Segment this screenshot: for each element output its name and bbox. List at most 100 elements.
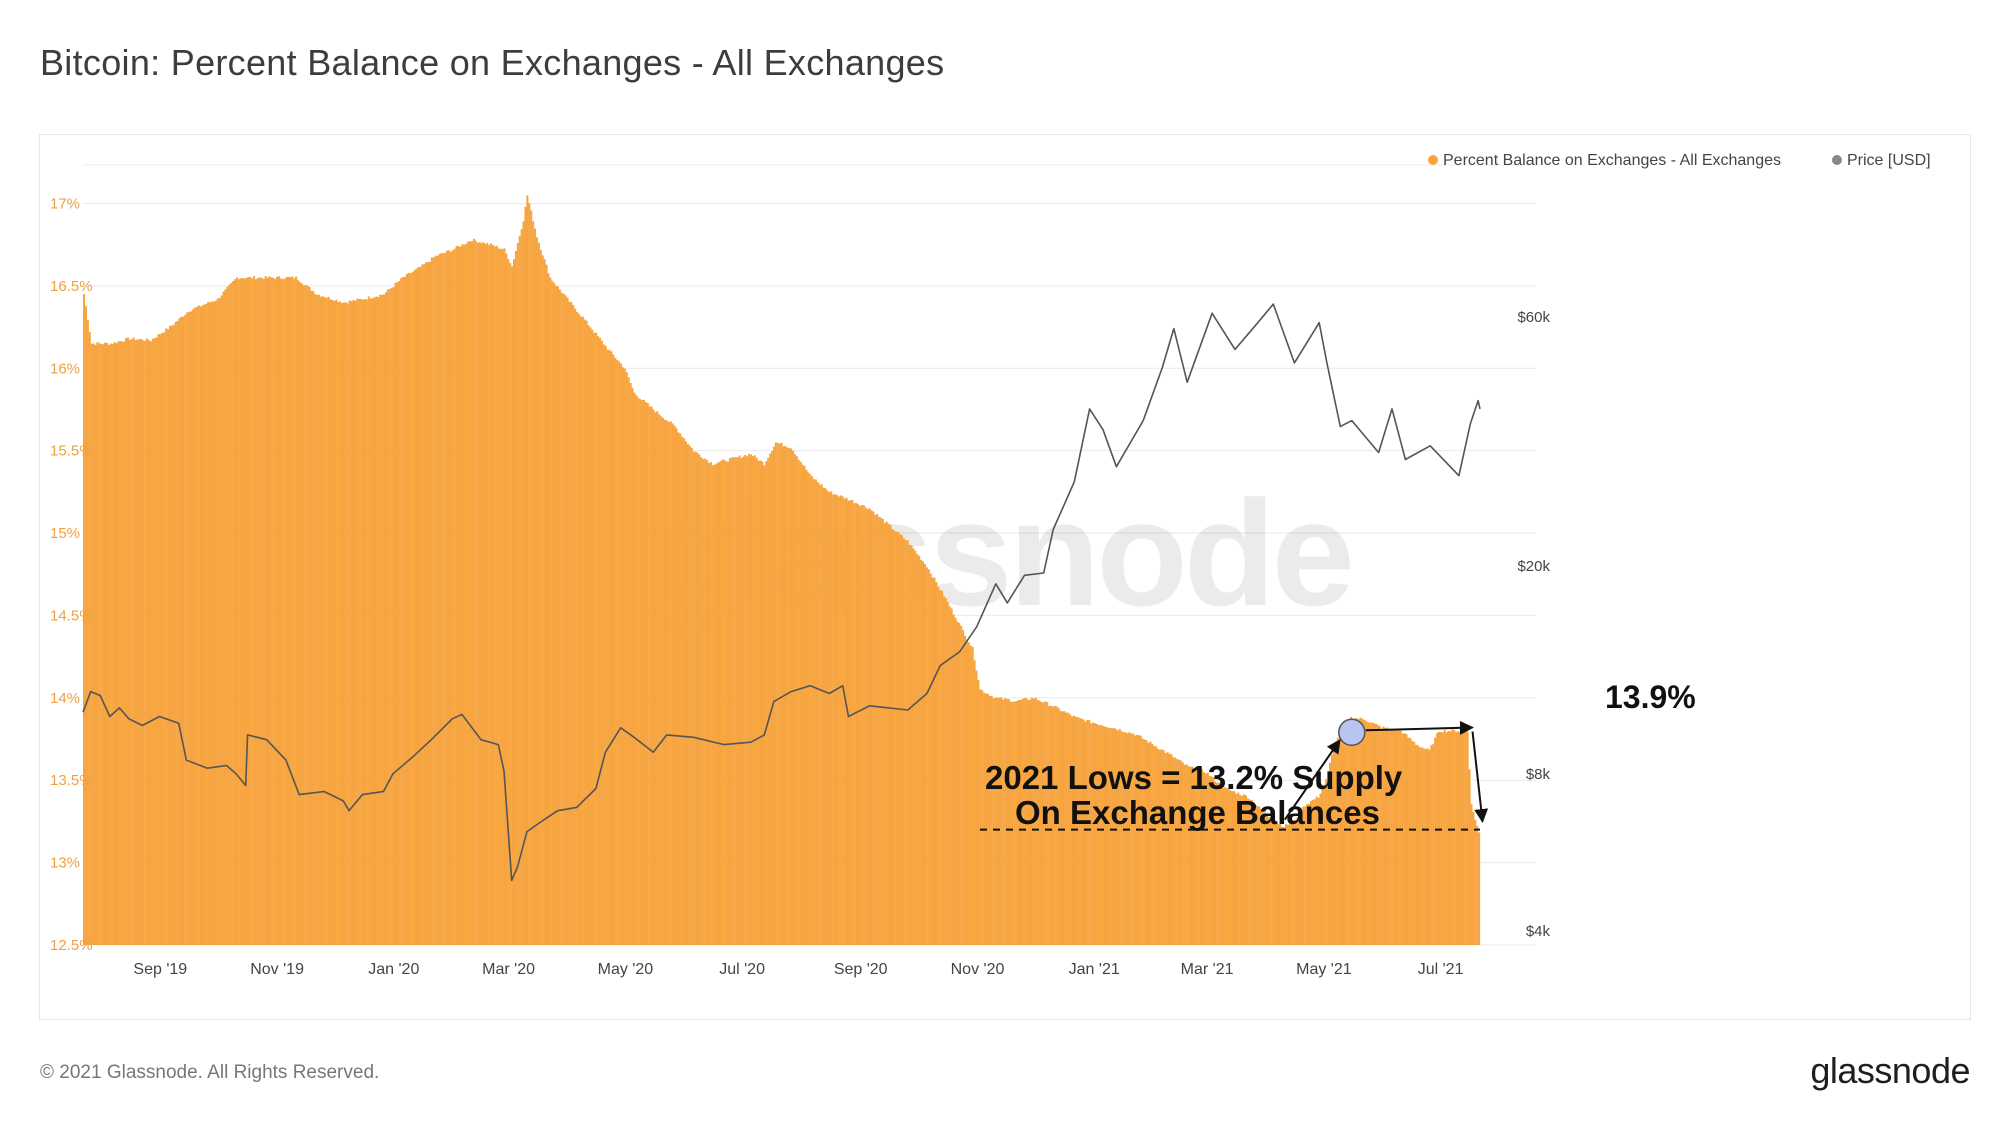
bar [235, 277, 238, 945]
bar [281, 279, 284, 945]
price-layer [82, 303, 1481, 882]
bar [899, 534, 902, 945]
bar [534, 228, 537, 945]
bar [1204, 773, 1207, 945]
bar [1105, 727, 1108, 945]
bar [1074, 716, 1077, 945]
bar [119, 341, 122, 945]
bar [1011, 701, 1014, 945]
bar [939, 589, 942, 945]
bar [803, 465, 806, 945]
bar [642, 399, 646, 946]
bar [1439, 732, 1442, 945]
x-tick-label: Mar '20 [482, 961, 535, 978]
bar [1382, 726, 1385, 945]
bar [1061, 711, 1064, 945]
bar [1323, 784, 1326, 945]
bar [1030, 697, 1033, 945]
bar [117, 341, 120, 945]
bar [1099, 724, 1102, 945]
bar [1004, 698, 1007, 945]
bar [627, 377, 630, 946]
bar [128, 339, 131, 946]
bar [727, 461, 730, 945]
bar [333, 301, 336, 945]
bar [604, 345, 607, 945]
bar [1332, 748, 1335, 945]
bar [1137, 735, 1140, 945]
bar [203, 304, 206, 945]
bar [1348, 720, 1351, 945]
bar [834, 494, 837, 945]
bar [618, 361, 621, 945]
rise-arrow [1283, 739, 1341, 821]
bar [1109, 728, 1112, 945]
bar [1367, 722, 1370, 945]
bar [763, 465, 766, 945]
bar [933, 577, 936, 945]
bar [169, 325, 172, 945]
bar [895, 531, 898, 945]
bar [163, 332, 166, 945]
bar [1441, 732, 1444, 945]
bar [1078, 717, 1081, 945]
bar [1172, 757, 1175, 945]
bar [681, 436, 684, 945]
bar [1147, 742, 1150, 945]
bar [1145, 740, 1148, 945]
bar [981, 690, 984, 945]
bar [1321, 788, 1324, 945]
bar [832, 494, 835, 945]
x-tick-label: Jul '21 [1418, 961, 1464, 978]
bar [1231, 791, 1234, 945]
bar [228, 284, 231, 945]
bar [434, 255, 437, 946]
bar [1437, 731, 1441, 945]
bar [881, 518, 884, 945]
bar [738, 455, 741, 945]
bar [490, 243, 493, 945]
bar [1365, 721, 1368, 945]
bar [1141, 738, 1144, 945]
bar [1048, 706, 1051, 945]
bar [356, 298, 359, 945]
bar [1120, 731, 1123, 945]
bar [1466, 731, 1469, 945]
bar [795, 456, 798, 945]
bar [1271, 821, 1274, 945]
bar [770, 451, 774, 945]
bar [1151, 743, 1154, 945]
bar [190, 311, 193, 945]
bar [524, 206, 527, 946]
bar [635, 395, 638, 945]
bar [1160, 749, 1163, 945]
bar [233, 279, 237, 945]
bar [887, 523, 890, 945]
bar [428, 261, 431, 946]
bar [780, 442, 783, 945]
bar [1334, 741, 1337, 945]
bar [147, 340, 151, 945]
bar [1390, 728, 1393, 945]
bar [581, 316, 584, 945]
bar [341, 303, 344, 945]
bar [637, 397, 640, 945]
bar [1426, 748, 1429, 945]
bar [176, 320, 179, 945]
bar [289, 277, 292, 946]
bar [1044, 701, 1047, 945]
bar [446, 250, 449, 946]
bar [1397, 729, 1400, 945]
bar [232, 281, 235, 946]
bar [1227, 788, 1230, 945]
bar [1380, 728, 1383, 945]
bar [889, 525, 892, 945]
bar [1093, 723, 1097, 945]
bar [639, 399, 642, 946]
bar [136, 339, 139, 946]
bar [971, 646, 974, 945]
bar [1189, 766, 1192, 945]
bar [851, 500, 854, 945]
bar [264, 276, 267, 945]
bar [769, 453, 772, 945]
